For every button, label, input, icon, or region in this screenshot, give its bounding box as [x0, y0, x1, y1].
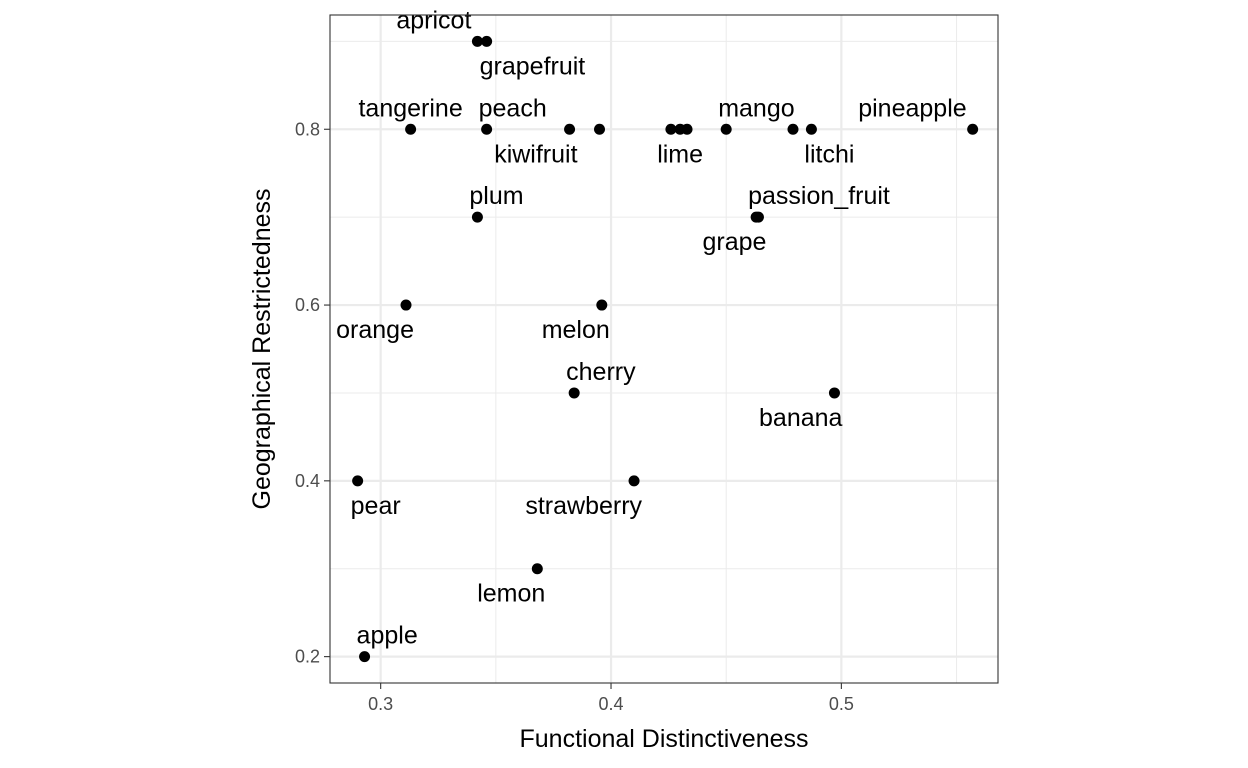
panel-border: [329, 14, 999, 684]
point-label: banana: [759, 404, 843, 432]
data-point: [787, 123, 799, 135]
point-label: mango: [718, 94, 794, 122]
data-point: [481, 123, 493, 135]
data-point: [594, 123, 606, 135]
point-label: apricot: [396, 6, 471, 34]
point-label: pear: [351, 492, 401, 520]
data-points: [352, 35, 979, 663]
data-point: [531, 563, 543, 575]
point-label: lime: [657, 140, 703, 168]
data-point: [400, 299, 412, 311]
x-tick-label: 0.3: [368, 694, 393, 714]
point-label: orange: [336, 316, 414, 344]
point-label: apple: [357, 622, 418, 650]
data-point: [720, 123, 732, 135]
data-point: [967, 123, 979, 135]
data-point: [471, 35, 483, 47]
data-point: [628, 475, 640, 487]
data-point: [359, 651, 371, 663]
data-point: [828, 387, 840, 399]
y-tick-label: 0.2: [295, 647, 320, 667]
y-tick-label: 0.4: [295, 471, 320, 491]
x-tick-label: 0.4: [599, 694, 624, 714]
point-label: plum: [469, 182, 523, 210]
data-point: [481, 35, 493, 47]
x-axis: 0.3 0.4 0.5: [368, 683, 854, 714]
point-label: pineapple: [858, 94, 966, 122]
point-label: strawberry: [525, 492, 642, 520]
data-point: [352, 475, 364, 487]
point-label: tangerine: [358, 94, 462, 122]
data-point: [564, 123, 576, 135]
data-point: [405, 123, 417, 135]
y-axis: 0.2 0.4 0.6 0.8: [295, 119, 330, 667]
point-label: melon: [542, 316, 610, 344]
point-label: kiwifruit: [494, 140, 577, 168]
x-axis-title: Functional Distinctiveness: [519, 725, 808, 753]
x-tick-label: 0.5: [829, 694, 854, 714]
point-label: passion_fruit: [748, 182, 890, 210]
point-labels: apricot grapefruit tangerine peach kiwifruit…: [336, 6, 967, 649]
data-point: [568, 387, 580, 399]
data-point: [752, 211, 764, 223]
point-label: grape: [702, 228, 766, 256]
data-point: [681, 123, 693, 135]
data-point: [471, 211, 483, 223]
data-point: [596, 299, 608, 311]
point-label: lemon: [477, 580, 545, 608]
data-point: [805, 123, 817, 135]
point-label: litchi: [804, 140, 854, 168]
grid-lines: [330, 15, 998, 683]
point-label: cherry: [566, 358, 636, 386]
y-axis-title: Geographical Restrictedness: [248, 189, 276, 510]
data-point: [665, 123, 677, 135]
y-tick-label: 0.6: [295, 295, 320, 315]
point-label: grapefruit: [480, 52, 586, 80]
point-label: peach: [479, 94, 547, 122]
y-tick-label: 0.8: [295, 119, 320, 139]
